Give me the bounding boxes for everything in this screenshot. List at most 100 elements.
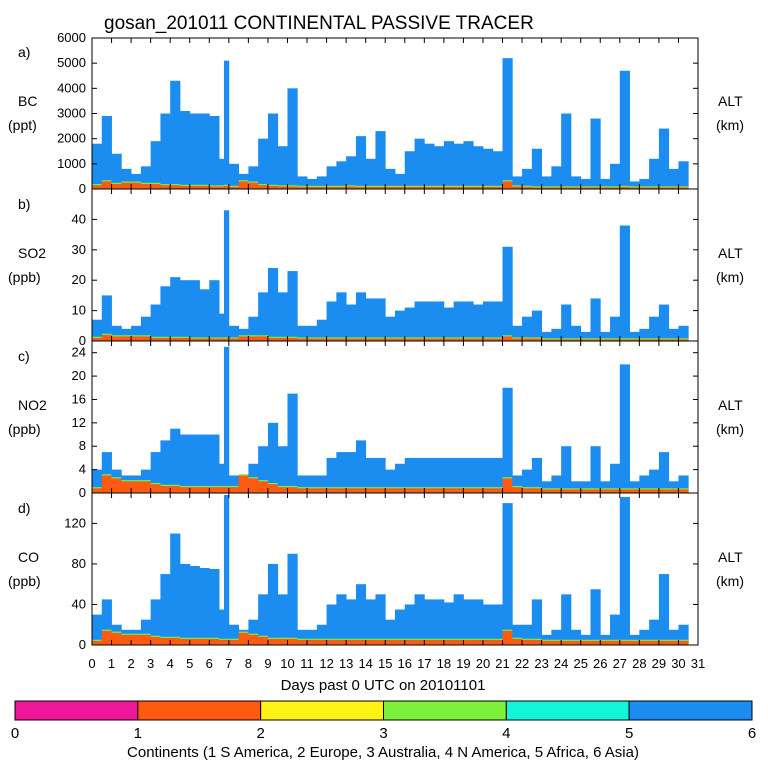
bar-europe <box>297 639 308 645</box>
bar-europe <box>629 489 640 493</box>
panel-unit: (ppb) <box>8 421 41 437</box>
bar-namerica <box>424 337 435 339</box>
bar-namerica <box>600 639 611 641</box>
bar-namerica <box>668 639 679 641</box>
bar-europe <box>179 487 191 493</box>
x-tick-label: 26 <box>593 656 607 671</box>
bar-total <box>434 457 445 493</box>
bar-namerica <box>678 186 689 188</box>
bar-namerica <box>92 639 103 641</box>
alt-unit: (km) <box>716 573 744 589</box>
bar-namerica <box>502 180 513 182</box>
bar-europe <box>209 186 220 189</box>
bar-total <box>434 301 445 341</box>
bar-namerica <box>131 335 142 337</box>
panel-1: 0 1000 2000 3000 4000 5000 6000 a) BC (ppt) ALT (km… <box>8 30 744 196</box>
bar-europe <box>443 338 455 341</box>
bar-europe <box>248 336 259 341</box>
bar-total <box>209 116 220 189</box>
bar-europe <box>179 337 191 341</box>
bar-namerica <box>404 337 415 339</box>
bar-europe <box>512 338 523 341</box>
bar-europe <box>346 488 357 493</box>
bar-namerica <box>434 638 445 640</box>
bar-namerica <box>316 638 327 640</box>
alt-unit: (km) <box>716 421 744 437</box>
bar-europe <box>346 639 357 645</box>
bar-total <box>258 446 269 493</box>
x-tick-label: 2 <box>127 656 134 671</box>
bar-europe <box>101 334 112 341</box>
bar-europe <box>561 489 572 493</box>
bar-europe <box>453 639 464 645</box>
bar-namerica <box>610 488 621 490</box>
bar-total <box>336 161 347 189</box>
bar-europe <box>365 186 376 189</box>
bar-namerica <box>629 639 640 641</box>
bar-europe <box>590 187 601 189</box>
bar-total <box>307 629 318 645</box>
bar-europe <box>541 339 552 341</box>
bar-europe <box>316 639 327 645</box>
bar-europe <box>209 487 220 493</box>
bar-total <box>678 325 689 341</box>
bar-total <box>307 325 318 341</box>
bar-namerica <box>610 639 621 641</box>
bar-europe <box>668 339 679 341</box>
x-tick-label: 28 <box>632 656 646 671</box>
bar-total <box>160 440 171 493</box>
bar-namerica <box>307 337 318 339</box>
y-tick-label: 0 <box>79 637 86 652</box>
bar-europe <box>365 338 376 341</box>
bar-europe <box>131 634 142 645</box>
bar-namerica <box>248 181 259 183</box>
bar-total <box>658 304 670 341</box>
bar-namerica <box>473 185 484 187</box>
bar-namerica <box>297 337 308 339</box>
bar-europe <box>111 478 122 493</box>
colorbar-tick-label: 2 <box>256 725 264 742</box>
bar-total <box>434 599 445 645</box>
bar-total <box>541 331 552 341</box>
bar-total <box>375 457 386 493</box>
bar-europe <box>111 336 122 341</box>
bar-europe <box>385 186 396 189</box>
bar-europe <box>414 338 425 341</box>
bar-total <box>297 629 308 645</box>
bar-namerica <box>199 637 210 639</box>
bar-total <box>267 563 279 645</box>
bar-total <box>219 609 225 645</box>
y-tick-label: 2000 <box>57 131 86 146</box>
bar-europe <box>101 181 112 189</box>
bar-namerica <box>600 186 611 188</box>
bar-europe <box>512 638 523 645</box>
bar-namerica <box>424 185 435 187</box>
bar-total <box>649 619 660 645</box>
bar-namerica <box>111 335 122 337</box>
colorbar-tick-label: 6 <box>748 725 756 742</box>
bar-total <box>424 457 435 493</box>
bar-namerica <box>179 184 191 186</box>
bar-namerica <box>277 637 288 639</box>
bar-total <box>512 176 523 189</box>
bar-namerica <box>101 180 112 182</box>
bar-total <box>434 146 445 189</box>
bar-namerica <box>189 337 200 339</box>
bar-europe <box>512 487 523 493</box>
bar-namerica <box>365 638 376 640</box>
bar-namerica <box>443 337 455 339</box>
bar-total <box>346 452 357 493</box>
bar-europe <box>424 186 435 189</box>
bar-namerica <box>531 638 543 640</box>
colorbar-swatch <box>137 700 262 721</box>
bar-europe <box>590 339 601 341</box>
bar-namerica <box>580 488 591 490</box>
bar-total <box>346 599 357 645</box>
bar-namerica <box>619 488 630 490</box>
bar-europe <box>131 336 142 341</box>
bar-total <box>179 434 191 493</box>
bar-europe <box>404 639 415 645</box>
bar-total <box>531 457 543 493</box>
bar-total <box>580 178 591 189</box>
bar-namerica <box>629 488 640 490</box>
